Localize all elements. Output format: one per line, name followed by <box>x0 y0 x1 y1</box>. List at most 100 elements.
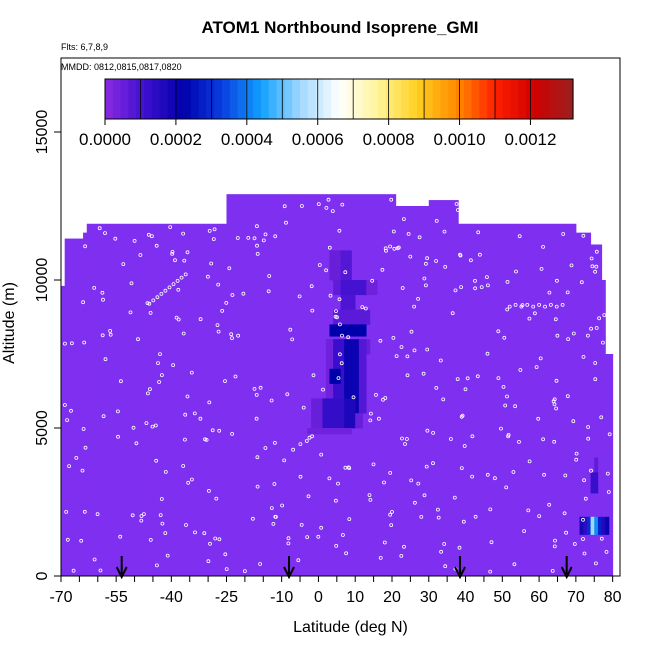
sample-point <box>606 490 611 494</box>
sample-point <box>207 228 212 233</box>
anomaly-cells-layer <box>307 250 610 535</box>
sample-point <box>333 498 338 503</box>
sample-point <box>457 545 462 550</box>
colorbar-swatch <box>339 79 348 119</box>
sample-point <box>261 238 266 243</box>
sample-point <box>154 243 159 248</box>
colorbar-swatch <box>565 79 574 119</box>
sample-point <box>310 308 315 313</box>
x-tick-label: -10 <box>270 589 293 606</box>
colorbar-swatch <box>300 79 309 119</box>
sample-point <box>485 472 490 477</box>
curtain-segment <box>171 223 227 576</box>
sample-point <box>113 236 118 241</box>
heatmap-cell <box>358 339 367 414</box>
sample-point <box>327 245 332 250</box>
sample-point <box>101 297 105 302</box>
sample-point <box>484 275 489 280</box>
sample-point <box>216 329 221 334</box>
colorbar-frame <box>104 78 574 120</box>
sample-point <box>154 563 159 568</box>
sample-point <box>186 480 191 485</box>
sample-point <box>179 275 184 280</box>
sample-point <box>593 361 598 365</box>
sample-point <box>403 442 407 446</box>
sample-point <box>139 518 144 523</box>
sample-point <box>144 421 149 426</box>
sample-point <box>554 378 559 383</box>
sample-point <box>174 315 179 320</box>
sample-point <box>324 268 329 273</box>
sample-point <box>368 497 373 502</box>
y-axis: 0 5000 10000 15000 Altitude (m) <box>1 110 61 580</box>
sample-point <box>522 529 526 533</box>
sample-point <box>460 413 465 418</box>
sample-point <box>506 432 511 437</box>
sample-point <box>334 544 339 548</box>
sample-point <box>193 530 197 535</box>
arrow-marker-head <box>115 566 128 580</box>
sample-point <box>288 327 293 332</box>
sample-point <box>565 394 570 399</box>
sample-point <box>213 536 218 541</box>
sample-point <box>542 472 546 477</box>
sample-point <box>252 386 257 391</box>
heatmap-cell <box>590 472 599 494</box>
sample-point <box>185 250 190 255</box>
colorbar-swatch <box>315 79 324 119</box>
colorbar-swatch <box>557 79 566 119</box>
sample-point <box>156 361 160 366</box>
sample-point <box>492 476 497 481</box>
sample-point <box>593 377 598 382</box>
colorbar-swatch <box>424 79 434 119</box>
sample-point <box>139 514 144 518</box>
sample-point <box>589 326 593 331</box>
colorbar-swatch <box>448 79 457 119</box>
colorbar-tick-label: 0.0008 <box>363 130 415 149</box>
sample-point <box>171 282 176 287</box>
sample-point <box>255 243 259 248</box>
sample-point <box>183 272 188 277</box>
sample-point <box>560 302 565 307</box>
sample-point <box>514 269 518 274</box>
colorbar-swatch <box>518 79 527 119</box>
sample-point <box>401 217 406 222</box>
sample-point <box>306 494 311 499</box>
sample-point <box>299 523 304 527</box>
sample-point <box>502 335 507 340</box>
curtain-segment <box>152 223 172 576</box>
sample-point <box>98 568 103 573</box>
sample-point <box>376 416 381 421</box>
sample-point <box>299 204 304 208</box>
sample-point <box>163 469 168 474</box>
sample-point <box>151 298 156 303</box>
sample-point <box>368 418 373 423</box>
heatmap-cell <box>311 398 323 429</box>
sample-point <box>158 352 162 357</box>
sample-point <box>311 373 316 378</box>
colorbar-tick-label: 0.0002 <box>150 130 202 149</box>
colorbar-swatch <box>151 79 161 119</box>
sample-point <box>382 480 386 485</box>
sample-point <box>391 229 396 234</box>
sample-point <box>412 304 417 309</box>
sample-point <box>408 254 413 259</box>
sample-point <box>571 419 576 424</box>
sample-point <box>513 404 517 409</box>
sample-point <box>594 326 599 330</box>
sample-point <box>547 290 552 295</box>
sample-point <box>384 248 388 253</box>
sample-point <box>340 202 345 207</box>
sample-point <box>550 569 555 573</box>
sample-point <box>149 234 154 239</box>
colorbar-swatch <box>541 79 551 119</box>
sample-point <box>422 276 427 281</box>
colorbar-swatch <box>440 79 449 119</box>
sample-point <box>367 493 372 498</box>
x-tick-label: 20 <box>383 589 401 606</box>
sample-point <box>512 562 517 567</box>
sample-point <box>304 439 309 443</box>
sample-point <box>227 266 232 271</box>
sample-point <box>527 459 532 464</box>
x-tick-label: -40 <box>160 589 183 606</box>
